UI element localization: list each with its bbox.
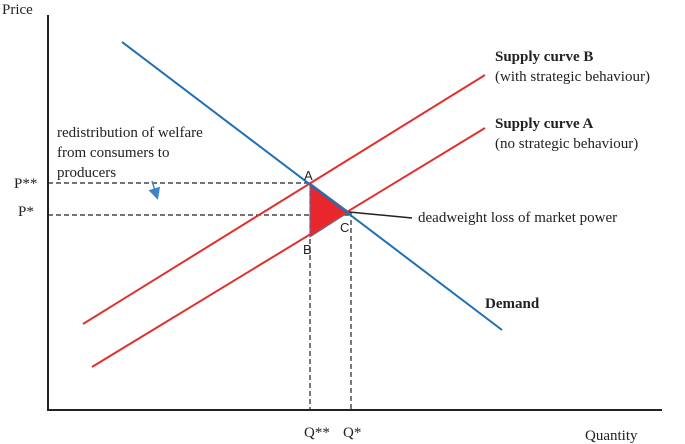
deadweight-triangle	[309, 182, 350, 238]
supply-curve-a	[91, 127, 486, 368]
curve-label: Supply curve B	[495, 49, 593, 65]
annotation: producers	[57, 165, 116, 181]
price-label: P**	[14, 176, 37, 192]
quantity-label: Q**	[304, 425, 330, 441]
demand-curve	[121, 41, 503, 331]
quantity-label: Q*	[343, 425, 361, 441]
point-label: B	[303, 242, 312, 257]
price-label: P*	[18, 204, 34, 220]
supply-curve-b	[82, 74, 486, 325]
curve-label: Demand	[485, 296, 540, 312]
curve-note: (no strategic behaviour)	[495, 136, 638, 152]
y-axis-label: Price	[2, 2, 33, 18]
pointer-line	[348, 211, 413, 219]
point-label: A	[304, 168, 313, 183]
curve-note: (with strategic behaviour)	[495, 69, 650, 85]
point-label: C	[340, 220, 349, 235]
annotation: redistribution of welfare	[57, 125, 203, 141]
annotation: deadweight loss of market power	[418, 210, 617, 226]
pointer-arrow	[148, 180, 161, 200]
x-axis-label: Quantity	[585, 428, 638, 444]
annotation: from consumers to	[57, 145, 169, 161]
curve-label: Supply curve A	[495, 116, 594, 132]
